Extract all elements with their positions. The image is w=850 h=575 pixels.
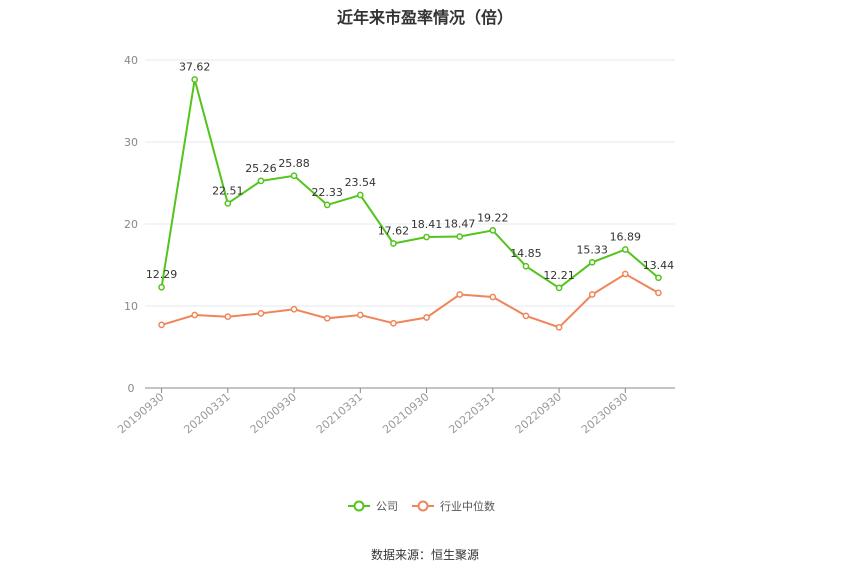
data-point (588, 291, 596, 298)
data-point (555, 284, 563, 292)
data-label: 16.89 (610, 231, 642, 244)
data-point (655, 274, 662, 282)
data-point (456, 233, 464, 240)
data-label: 15.33 (576, 243, 608, 256)
legend-label: 公司 (376, 500, 398, 513)
data-point (158, 321, 165, 329)
data-point (290, 305, 298, 313)
data-point (191, 76, 199, 83)
data-point (257, 310, 265, 317)
y-axis-ticks: 0 10 20 30 40 (124, 54, 138, 395)
data-label: 37.62 (179, 61, 211, 74)
data-point (158, 283, 165, 291)
data-label: 13.44 (643, 259, 675, 272)
data-point (555, 323, 563, 331)
series-line-0 (160, 79, 660, 290)
data-point (423, 314, 430, 321)
data-point (621, 246, 629, 253)
x-axis: 20190930 20200331 20200930 20210331 20210930… (115, 387, 675, 436)
data-point (390, 319, 397, 327)
data-point (489, 227, 497, 234)
data-label: 25.26 (245, 162, 277, 175)
data-label: 18.47 (444, 218, 476, 231)
legend-marker (417, 500, 429, 512)
data-label: 22.33 (311, 186, 343, 199)
y-tick-label: 20 (124, 218, 138, 231)
data-point (522, 262, 530, 270)
data-point (257, 177, 265, 185)
x-tick-label: 20190930 (115, 390, 166, 436)
data-label: 17.62 (378, 225, 410, 238)
chart-title: 近年来市盈率情况（倍） (336, 8, 513, 27)
data-label: 23.54 (345, 176, 377, 189)
legend-marker (353, 500, 365, 512)
series-group (158, 76, 662, 331)
y-tick-label: 40 (124, 54, 138, 67)
x-tick-label: 20210331 (314, 390, 365, 436)
y-tick-label: 10 (124, 300, 138, 313)
data-label: 18.41 (411, 218, 443, 231)
x-tick-label: 20220930 (513, 390, 564, 436)
data-label: 25.88 (278, 157, 310, 170)
data-point (356, 311, 364, 319)
data-point (323, 201, 331, 209)
data-label: 12.21 (543, 269, 575, 282)
data-label: 14.85 (510, 247, 542, 260)
data-point (390, 240, 397, 247)
data-source-note: 数据来源：恒生聚源 (370, 548, 479, 562)
data-label: 12.29 (146, 268, 178, 281)
legend: 公司 行业中位数 (348, 499, 495, 513)
y-tick-label: 30 (124, 136, 138, 149)
data-point (290, 172, 298, 180)
legend-label: 行业中位数 (440, 499, 495, 513)
data-point (655, 289, 662, 297)
data-point (224, 313, 232, 321)
data-point (356, 191, 364, 199)
x-tick-label: 20200930 (248, 390, 299, 436)
data-point (423, 233, 430, 241)
data-point (489, 293, 497, 301)
x-tick-label: 20200331 (181, 390, 232, 436)
data-point (621, 270, 629, 278)
series-line-1 (161, 272, 659, 329)
data-point (456, 291, 464, 298)
x-tick-label: 20210930 (380, 390, 431, 436)
data-point (224, 200, 232, 207)
grid-lines (145, 59, 675, 307)
x-tick-label: 20230630 (579, 390, 630, 436)
data-point (588, 258, 596, 266)
x-tick-label: 20220331 (446, 390, 497, 436)
data-label: 19.22 (477, 211, 509, 224)
data-point (191, 311, 199, 319)
data-point (522, 312, 530, 320)
data-label: 22.51 (212, 184, 244, 197)
data-point (323, 314, 331, 322)
y-tick-label: 0 (128, 382, 135, 395)
